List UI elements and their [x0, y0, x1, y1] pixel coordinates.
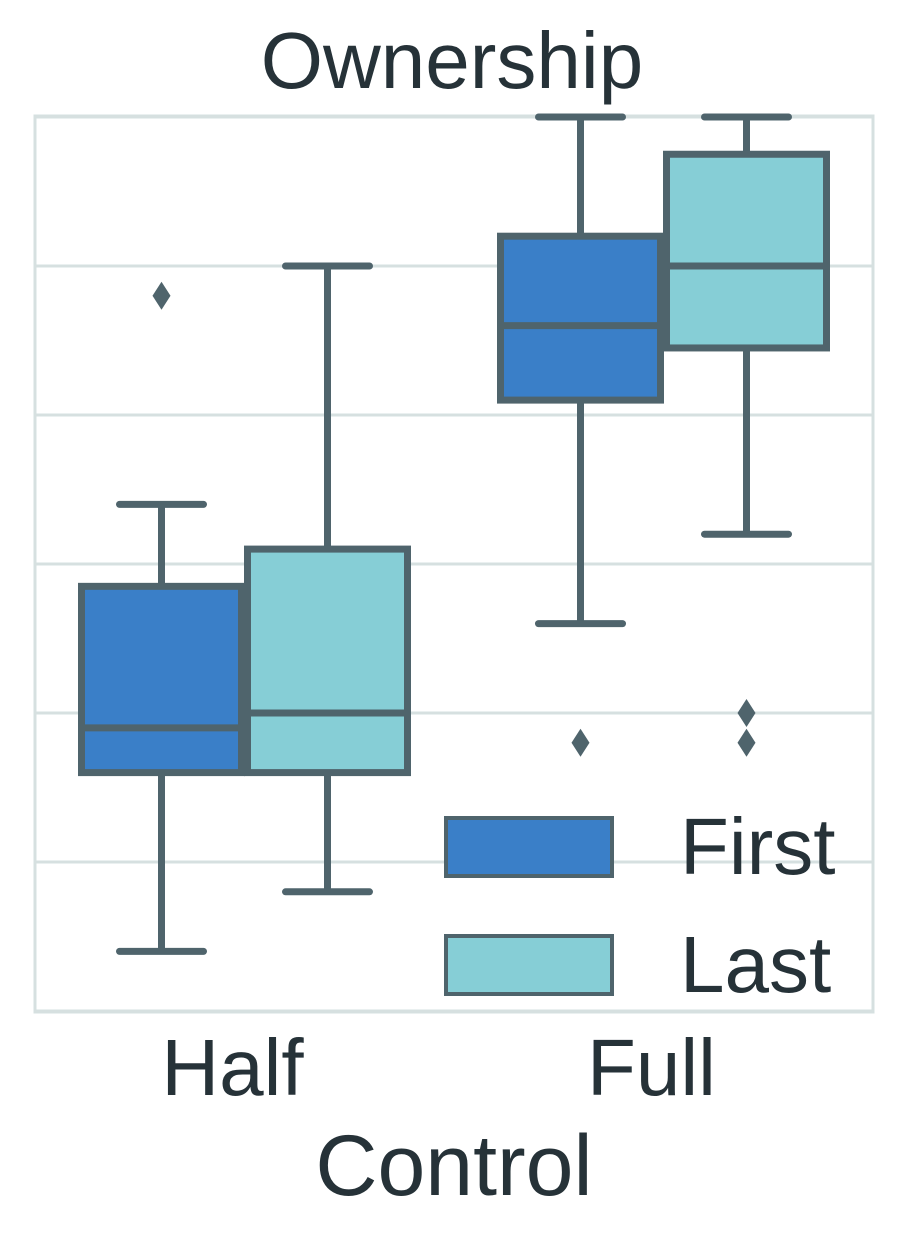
legend-label-first: First	[680, 802, 836, 891]
iqr-box	[663, 150, 830, 352]
legend: First Last	[444, 802, 836, 1009]
box-first-half	[78, 281, 245, 955]
outlier-point	[737, 699, 756, 727]
x-tick-label: Half	[161, 1023, 304, 1112]
iqr-box	[244, 545, 411, 777]
box-last-half	[244, 262, 411, 896]
boxes-layer	[78, 113, 830, 955]
x-ticks: Half Full	[161, 1023, 716, 1112]
chart-title: Ownership	[261, 16, 643, 105]
outlier-point	[571, 728, 590, 757]
iqr-box	[497, 232, 664, 404]
x-axis-label: Control	[315, 1118, 592, 1214]
legend-swatch-first	[444, 816, 614, 878]
iqr-box	[78, 582, 245, 777]
legend-label-last: Last	[680, 920, 831, 1009]
outlier-point	[152, 281, 171, 310]
x-tick-label: Full	[587, 1023, 716, 1112]
legend-swatch-last	[444, 934, 614, 996]
box-last-full	[663, 113, 830, 757]
box-first-full	[497, 113, 664, 757]
outlier-point	[737, 728, 756, 757]
